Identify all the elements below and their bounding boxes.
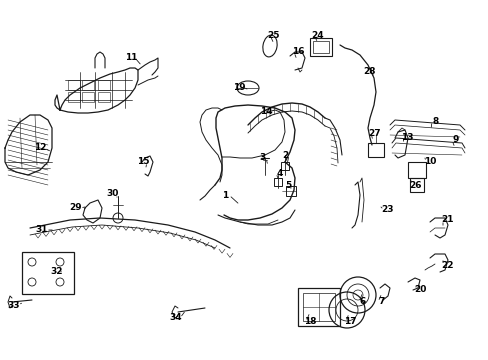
Text: 12: 12 xyxy=(34,144,46,153)
Text: 30: 30 xyxy=(106,189,119,198)
Text: 17: 17 xyxy=(343,318,356,327)
Bar xyxy=(281,162,288,170)
Text: 11: 11 xyxy=(124,54,137,63)
Bar xyxy=(98,80,110,90)
Text: 23: 23 xyxy=(381,206,393,215)
Bar xyxy=(273,178,282,186)
Text: 26: 26 xyxy=(408,180,420,189)
Bar xyxy=(68,92,80,102)
Text: 8: 8 xyxy=(432,117,438,126)
Text: 4: 4 xyxy=(276,168,283,177)
Text: 15: 15 xyxy=(137,158,149,166)
Text: 29: 29 xyxy=(70,203,82,212)
Bar xyxy=(68,80,80,90)
Text: 18: 18 xyxy=(303,318,316,327)
Text: 10: 10 xyxy=(423,158,435,166)
Text: 14: 14 xyxy=(259,108,272,117)
Bar xyxy=(309,38,331,56)
Text: 28: 28 xyxy=(363,68,375,77)
Text: 34: 34 xyxy=(169,314,182,323)
Text: 24: 24 xyxy=(311,31,324,40)
Text: 22: 22 xyxy=(440,261,452,270)
Text: 20: 20 xyxy=(413,285,426,294)
Text: 1: 1 xyxy=(222,190,228,199)
Bar xyxy=(82,80,94,90)
Text: 6: 6 xyxy=(359,297,366,306)
Bar xyxy=(312,41,328,53)
Text: 3: 3 xyxy=(258,153,264,162)
Bar xyxy=(22,252,74,294)
Text: 21: 21 xyxy=(440,216,452,225)
Text: 31: 31 xyxy=(36,225,48,234)
Bar xyxy=(303,293,334,321)
Bar xyxy=(98,92,110,102)
Text: 25: 25 xyxy=(267,31,280,40)
Text: 13: 13 xyxy=(400,132,412,141)
Bar xyxy=(297,288,339,326)
Text: 9: 9 xyxy=(452,135,458,144)
Text: 32: 32 xyxy=(51,267,63,276)
Bar xyxy=(409,178,423,192)
Text: 16: 16 xyxy=(291,48,304,57)
Bar xyxy=(407,162,425,178)
Text: 33: 33 xyxy=(8,301,20,310)
Text: 7: 7 xyxy=(378,297,385,306)
Text: 27: 27 xyxy=(368,129,381,138)
Bar xyxy=(285,186,295,196)
Text: 19: 19 xyxy=(232,82,245,91)
Text: 2: 2 xyxy=(281,150,287,159)
Text: 5: 5 xyxy=(285,180,290,189)
Bar xyxy=(367,143,383,157)
Bar xyxy=(82,92,94,102)
